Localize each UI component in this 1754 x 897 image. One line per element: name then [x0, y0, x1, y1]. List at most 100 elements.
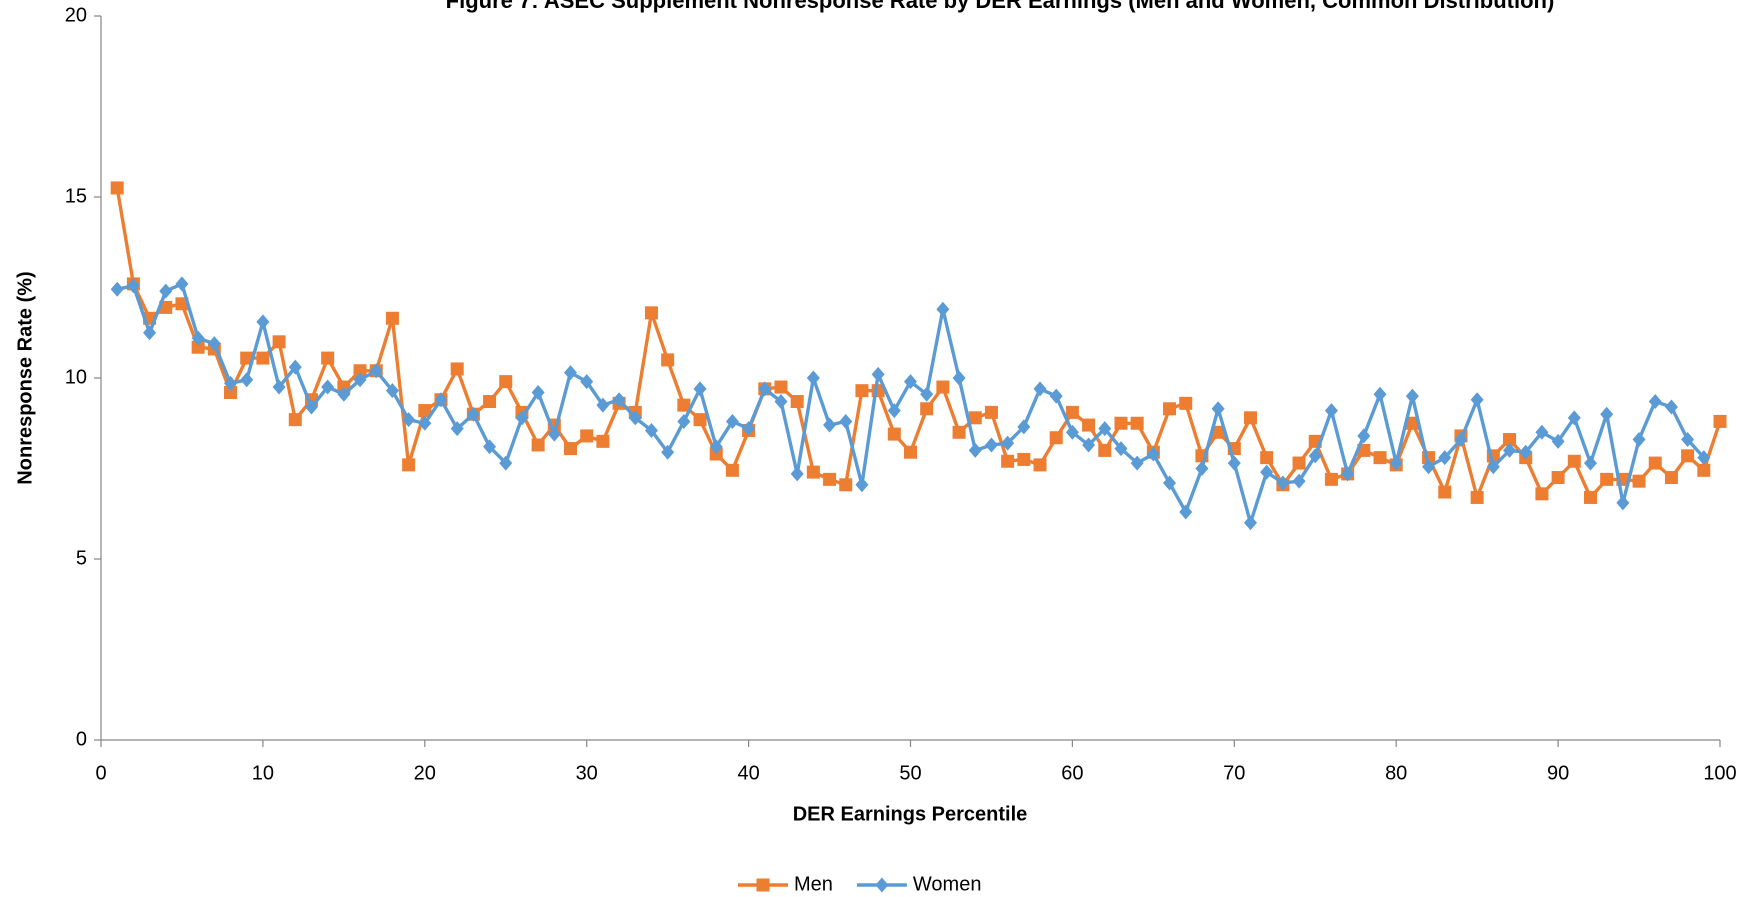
data-point [385, 383, 399, 399]
data-point [1632, 474, 1646, 488]
data-point [1567, 454, 1581, 468]
data-point [1146, 446, 1160, 462]
data-point [1503, 433, 1517, 447]
data-point [1179, 504, 1193, 520]
data-point [531, 438, 545, 452]
data-point [644, 422, 658, 438]
data-point [661, 444, 675, 460]
data-point [1001, 454, 1015, 468]
data-point [1681, 432, 1695, 448]
x-tick-label: 10 [252, 762, 274, 784]
data-point [1583, 490, 1597, 504]
data-point [1114, 441, 1128, 457]
data-point [1664, 399, 1678, 415]
data-point [580, 429, 594, 443]
data-point [483, 395, 497, 409]
data-point [564, 365, 578, 381]
x-tick-label: 20 [414, 762, 436, 784]
data-point [1648, 394, 1662, 410]
data-point [1243, 411, 1257, 425]
data-point [1308, 448, 1322, 464]
data-point [1292, 456, 1306, 470]
data-point [661, 353, 675, 367]
data-point [1033, 381, 1047, 397]
data-point [466, 406, 480, 422]
data-point [1535, 487, 1549, 501]
x-tick-label: 70 [1223, 762, 1245, 784]
data-point [904, 374, 917, 390]
data-point [1195, 461, 1209, 476]
data-point [1697, 463, 1711, 477]
data-point [725, 463, 739, 477]
data-point [1697, 450, 1711, 466]
data-point [564, 442, 578, 456]
data-point [839, 413, 853, 429]
legend-marker [875, 877, 889, 893]
data-point [823, 417, 837, 433]
data-point [418, 415, 432, 431]
data-point [288, 413, 302, 427]
y-tick-label: 0 [76, 728, 87, 750]
data-point [1373, 451, 1387, 465]
legend-marker [756, 878, 770, 892]
data-point [1049, 388, 1063, 404]
data-point [725, 413, 739, 429]
data-point [1179, 396, 1193, 410]
data-point [450, 362, 464, 376]
data-point [288, 359, 302, 375]
data-point [207, 336, 221, 352]
data-point [984, 405, 998, 419]
data-point [402, 458, 416, 472]
data-point [547, 426, 561, 442]
data-point [1243, 515, 1257, 531]
series-line [116, 282, 1706, 525]
data-point [353, 372, 367, 388]
data-point [1373, 386, 1387, 402]
data-point [790, 466, 804, 482]
y-tick-label: 15 [65, 185, 87, 207]
data-point [968, 442, 982, 458]
data-point [272, 379, 286, 395]
x-tick-label: 100 [1703, 762, 1736, 784]
data-point [1049, 431, 1063, 445]
data-point [693, 413, 707, 427]
data-point [1405, 388, 1419, 404]
data-point [224, 385, 238, 399]
data-point [402, 412, 416, 428]
x-axis-label: DER Earnings Percentile [793, 803, 1028, 825]
data-point [1405, 416, 1419, 430]
data-point [110, 281, 124, 297]
data-point [855, 384, 869, 398]
data-point [1438, 485, 1452, 499]
data-point [434, 392, 448, 408]
legend-label: Women [913, 873, 982, 895]
data-point [1082, 418, 1096, 432]
data-point [1324, 403, 1338, 419]
data-point [1260, 451, 1274, 465]
data-point [1341, 466, 1355, 482]
data-point [1211, 401, 1225, 417]
data-point [709, 439, 723, 455]
data-point [1470, 392, 1484, 408]
data-point [1567, 410, 1581, 426]
data-point [1276, 475, 1290, 491]
x-tick-label: 40 [737, 762, 759, 784]
data-point [1017, 419, 1031, 435]
data-point [920, 386, 934, 402]
data-point [1681, 449, 1695, 463]
data-point [499, 375, 513, 389]
data-point [1001, 435, 1015, 451]
data-point [936, 301, 950, 317]
data-point [1616, 495, 1630, 511]
data-point [1551, 471, 1565, 485]
data-point [1519, 444, 1533, 460]
data-point [1583, 455, 1597, 471]
y-axis-label: Nonresponse Rate (%) [14, 271, 36, 484]
series-line [115, 187, 1722, 500]
data-point [1017, 452, 1031, 466]
x-tick-label: 90 [1547, 762, 1569, 784]
data-point [450, 421, 464, 437]
y-tick-label: 20 [65, 4, 87, 26]
legend-label: Men [794, 873, 833, 895]
data-point [1163, 475, 1177, 491]
